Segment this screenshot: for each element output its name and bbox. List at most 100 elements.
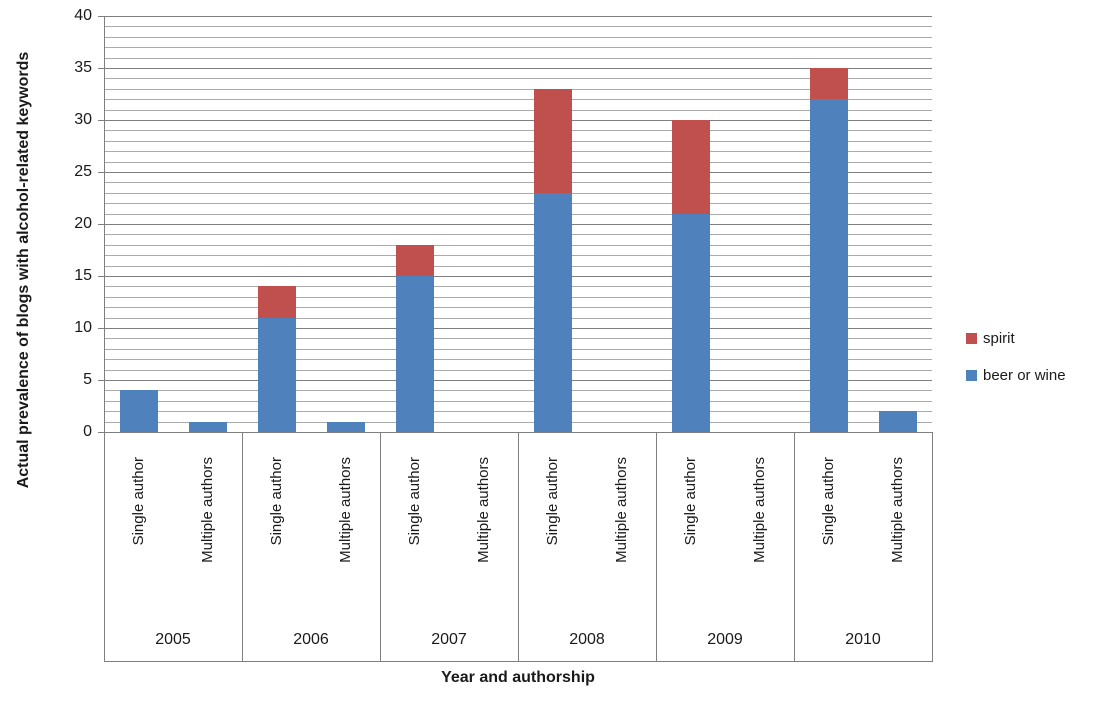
y-axis-line (104, 16, 105, 432)
y-axis-tick-label: 10 (74, 319, 92, 336)
subcategory-label: Single author (543, 457, 561, 546)
minor-gridline (104, 255, 932, 257)
year-label: 2009 (707, 631, 743, 648)
bar-segment-beer-or-wine (188, 421, 227, 432)
y-axis-tick-label: 20 (74, 215, 92, 232)
minor-gridline (104, 400, 932, 402)
category-group-separator (380, 432, 381, 661)
bar-segment-beer-or-wine (395, 276, 434, 432)
legend: spirit beer or wine (966, 327, 1066, 386)
minor-gridline (104, 348, 932, 350)
minor-gridline (104, 109, 932, 111)
minor-gridline (104, 317, 932, 319)
y-axis-tick (98, 16, 104, 17)
legend-swatch (966, 332, 977, 344)
y-axis-tick (98, 432, 104, 433)
year-label: 2007 (431, 631, 467, 648)
bar-segment-beer-or-wine (119, 390, 158, 432)
minor-gridline (104, 265, 932, 267)
y-axis-tick (98, 68, 104, 69)
legend-label: beer or wine (983, 366, 1066, 384)
subcategory-label: Multiple authors (198, 457, 216, 563)
minor-gridline (104, 78, 932, 80)
year-label: 2005 (155, 631, 191, 648)
legend-swatch (966, 369, 977, 381)
minor-gridline (104, 26, 932, 28)
bar-segment-spirit (533, 88, 572, 193)
bar-segment-beer-or-wine (326, 421, 365, 432)
subcategory-label: Single author (405, 457, 423, 546)
subcategory-label: Single author (129, 457, 147, 546)
y-axis-tick-label: 0 (83, 423, 92, 440)
minor-gridline (104, 47, 932, 49)
category-group-separator (104, 432, 105, 661)
year-label: 2010 (845, 631, 881, 648)
bar-segment-spirit (809, 68, 848, 100)
legend-label: spirit (983, 329, 1015, 347)
minor-gridline (104, 286, 932, 288)
subcategory-label: Multiple authors (612, 457, 630, 563)
legend-item-beer-or-wine: beer or wine (966, 364, 1066, 386)
bar-segment-beer-or-wine (533, 192, 572, 432)
y-axis-tick-label: 25 (74, 163, 92, 180)
bar-segment-beer-or-wine (809, 99, 848, 432)
x-axis-title: Year and authorship (441, 669, 595, 686)
major-gridline (104, 68, 932, 69)
minor-gridline (104, 359, 932, 361)
y-axis-tick (98, 120, 104, 121)
bar-segment-beer-or-wine (878, 411, 917, 432)
y-axis-tick-label: 5 (83, 371, 92, 388)
y-axis-tick (98, 380, 104, 381)
category-group-separator (932, 432, 933, 661)
category-group-separator (794, 432, 795, 661)
minor-gridline (104, 390, 932, 392)
category-area-bottom-border (104, 661, 933, 662)
y-axis-tick (98, 224, 104, 225)
x-axis-line (104, 432, 932, 433)
major-gridline (104, 172, 932, 173)
major-gridline (104, 120, 932, 121)
minor-gridline (104, 140, 932, 142)
bar-segment-spirit (671, 120, 710, 214)
year-label: 2006 (293, 631, 329, 648)
subcategory-label: Multiple authors (474, 457, 492, 563)
minor-gridline (104, 369, 932, 371)
minor-gridline (104, 151, 932, 153)
subcategory-label: Single author (819, 457, 837, 546)
major-gridline (104, 16, 932, 17)
minor-gridline (104, 307, 932, 309)
minor-gridline (104, 192, 932, 194)
subcategory-label: Multiple authors (336, 457, 354, 563)
major-gridline (104, 328, 932, 329)
major-gridline (104, 380, 932, 381)
y-axis-tick-label: 15 (74, 267, 92, 284)
subcategory-label: Single author (267, 457, 285, 546)
minor-gridline (104, 161, 932, 163)
y-axis-tick-label: 30 (74, 111, 92, 128)
y-axis-tick-label: 35 (74, 59, 92, 76)
major-gridline (104, 224, 932, 225)
year-label: 2008 (569, 631, 605, 648)
minor-gridline (104, 421, 932, 423)
bar-segment-spirit (257, 286, 296, 318)
y-axis-tick (98, 172, 104, 173)
minor-gridline (104, 338, 932, 340)
major-gridline (104, 276, 932, 277)
minor-gridline (104, 57, 932, 59)
minor-gridline (104, 213, 932, 215)
minor-gridline (104, 36, 932, 38)
bar-segment-spirit (395, 244, 434, 276)
minor-gridline (104, 296, 932, 298)
y-axis-title: Actual prevalence of blogs with alcohol-… (15, 51, 32, 489)
minor-gridline (104, 99, 932, 101)
y-axis-tick (98, 328, 104, 329)
minor-gridline (104, 411, 932, 413)
subcategory-label: Single author (681, 457, 699, 546)
minor-gridline (104, 203, 932, 205)
legend-item-spirit: spirit (966, 327, 1066, 349)
minor-gridline (104, 88, 932, 90)
subcategory-label: Multiple authors (750, 457, 768, 563)
minor-gridline (104, 182, 932, 184)
minor-gridline (104, 244, 932, 246)
